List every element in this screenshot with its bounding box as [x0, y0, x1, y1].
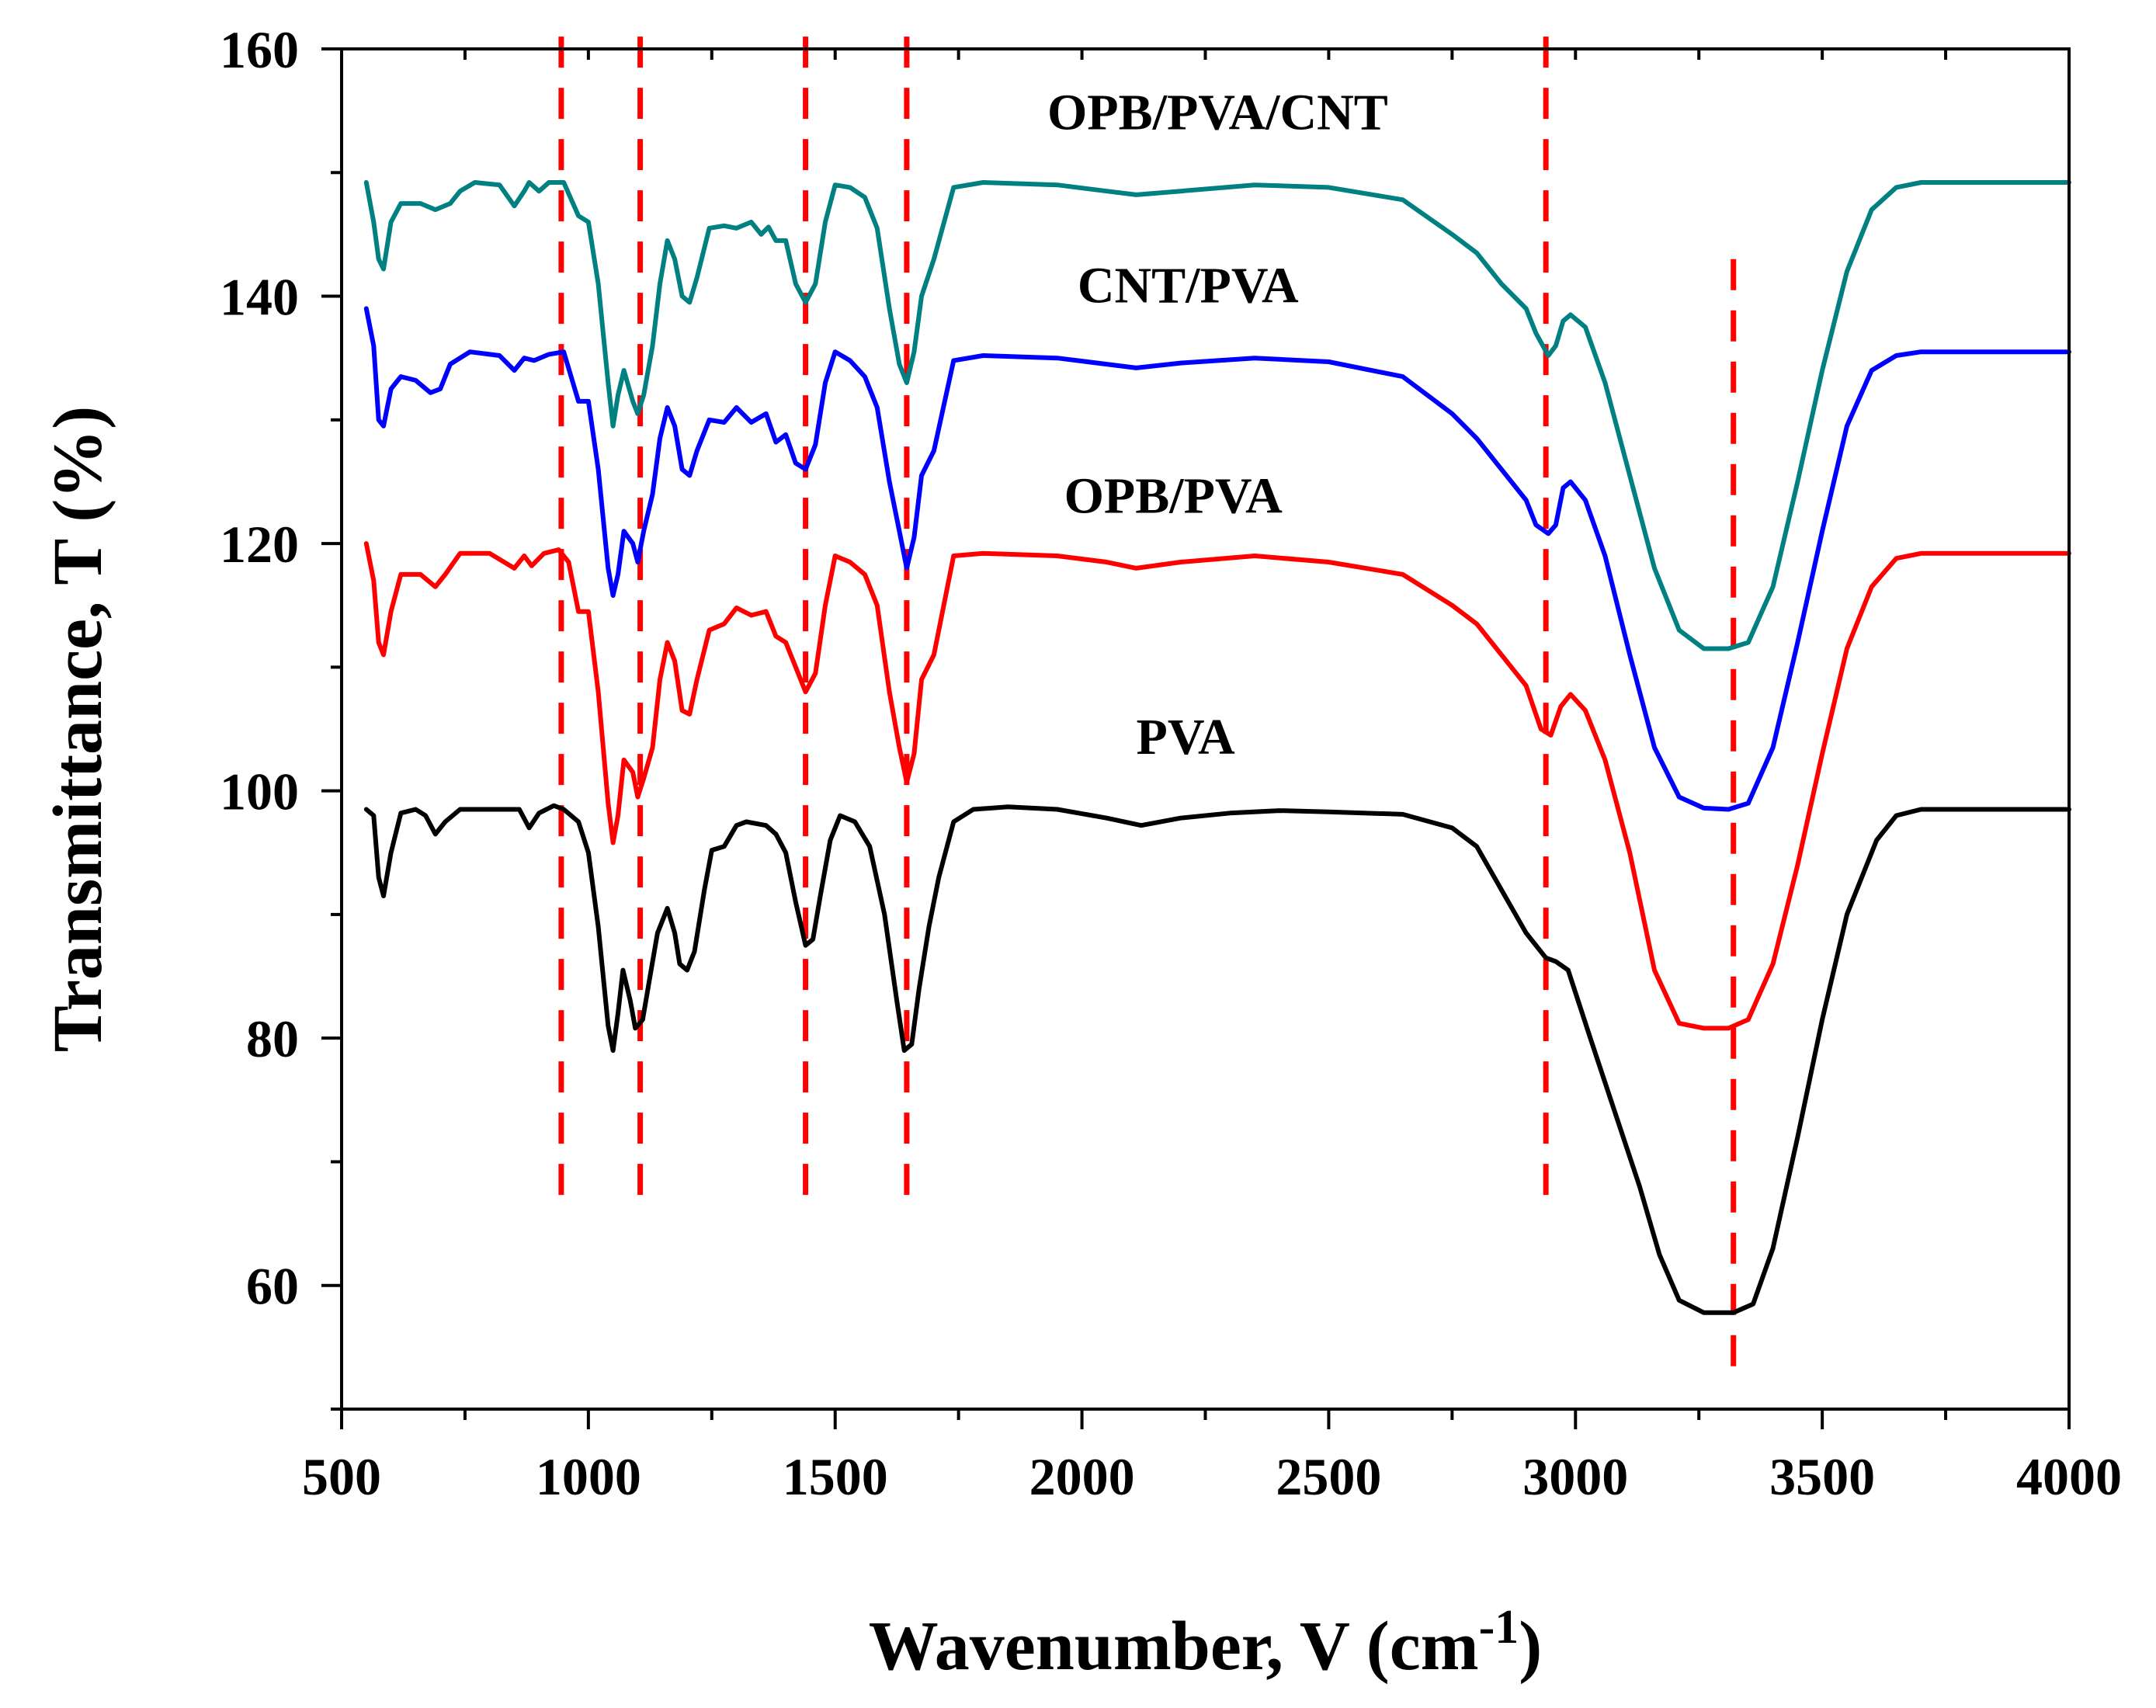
x-axis-title-main: Wavenumber, V (cm [869, 1608, 1479, 1685]
x-tick-label: 1000 [536, 1447, 641, 1506]
x-axis-title: Wavenumber, V (cm-1) [869, 1601, 1543, 1685]
x-tick-label: 1500 [783, 1447, 888, 1506]
y-tick-label: 100 [220, 762, 299, 821]
x-tick-label: 2500 [1276, 1447, 1381, 1506]
x-tick-label: 3000 [1522, 1447, 1628, 1506]
series-line-pva [363, 803, 2071, 1315]
series-labels: PVA OPB/PVA CNT/PVA OPB/PVA/CNT [1047, 85, 1388, 765]
x-tick-label: 2000 [1029, 1447, 1135, 1506]
y-axis: 60 80 100 120 140 160 [220, 20, 342, 1411]
y-tick-label: 120 [220, 515, 299, 574]
y-tick-label: 160 [220, 20, 299, 79]
series-label-pva: PVA [1137, 709, 1235, 765]
series-group [363, 180, 2071, 1315]
x-tick-label: 4000 [2016, 1447, 2122, 1506]
x-tick-label: 3500 [1769, 1447, 1875, 1506]
series-label-opb-pva-cnt: OPB/PVA/CNT [1047, 85, 1388, 141]
series-line-opb-pva [363, 541, 2071, 1031]
x-tick-label: 500 [302, 1447, 381, 1506]
x-axis-title-suffix: ) [1519, 1608, 1542, 1685]
y-tick-label: 140 [220, 268, 299, 327]
y-tick-label: 60 [246, 1257, 299, 1316]
x-axis: 500 1000 1500 2000 2500 3000 3500 4000 [302, 49, 2122, 1506]
series-label-cnt-pva: CNT/PVA [1078, 258, 1299, 314]
series-line-cnt-pva [363, 306, 2071, 812]
series-label-opb-pva: OPB/PVA [1064, 467, 1283, 524]
y-tick-label: 80 [246, 1009, 299, 1068]
reference-lines [558, 36, 1737, 1385]
series-line-opb-pva-cnt [363, 180, 2071, 651]
x-axis-title-superscript: -1 [1479, 1601, 1519, 1654]
y-axis-title: Transmittance, T (%) [40, 406, 116, 1052]
